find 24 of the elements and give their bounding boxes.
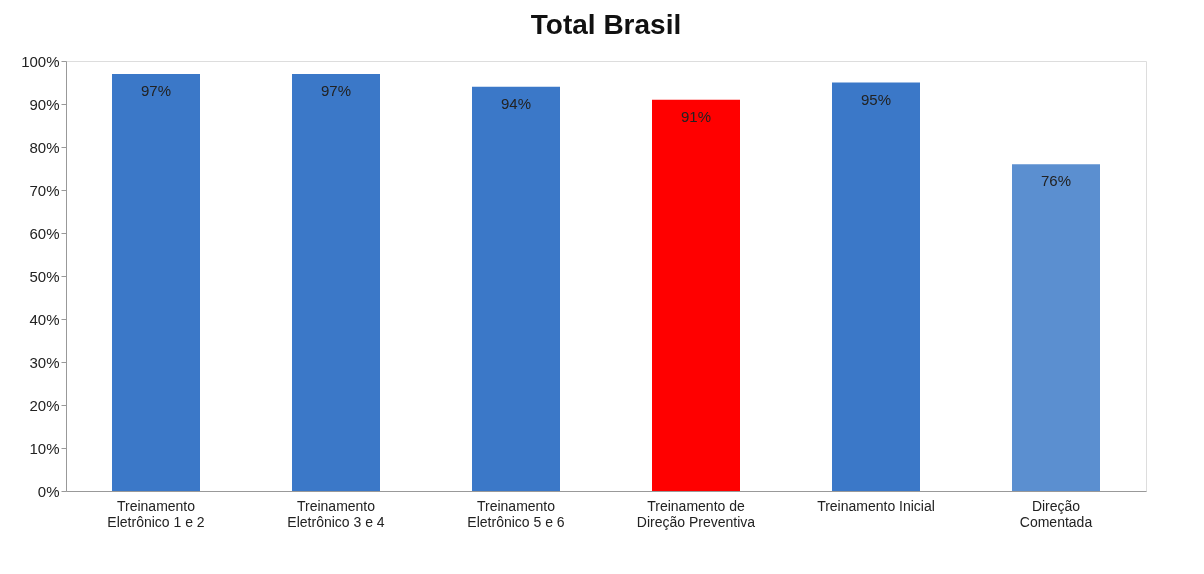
y-tick-label: 40% xyxy=(29,310,60,328)
data-label: 91% xyxy=(680,107,712,125)
y-tick-label: 10% xyxy=(29,439,60,457)
x-tick-label: Treinamento Eletrônico 1 e 2 xyxy=(107,497,205,530)
data-label: 97% xyxy=(140,81,172,99)
data-label: 76% xyxy=(1040,172,1072,190)
y-tick-label: 70% xyxy=(29,181,60,199)
y-tick-label: 20% xyxy=(29,396,60,414)
y-tick-label: 0% xyxy=(37,482,60,500)
chart-title: Total Brasil xyxy=(530,9,682,40)
y-tick-label: 60% xyxy=(29,224,60,242)
y-tick-label: 50% xyxy=(29,267,60,285)
data-label: 95% xyxy=(860,90,892,108)
y-tick-label: 90% xyxy=(29,95,60,113)
x-tick-label: Treinamento Eletrônico 3 e 4 xyxy=(287,497,385,530)
x-tick-label: Direção Comentada xyxy=(1019,497,1093,530)
data-label: 97% xyxy=(320,81,352,99)
y-tick-label: 30% xyxy=(29,353,60,371)
x-tick-label: Treinamento Eletrônico 5 e 6 xyxy=(467,497,565,530)
y-tick-label: 100% xyxy=(21,52,60,70)
data-label: 94% xyxy=(500,94,532,112)
x-tick-label: Treinamento de Direção Preventiva xyxy=(636,497,756,530)
x-tick-label: Treinamento Inicial xyxy=(817,497,935,514)
y-tick-label: 80% xyxy=(29,138,60,156)
